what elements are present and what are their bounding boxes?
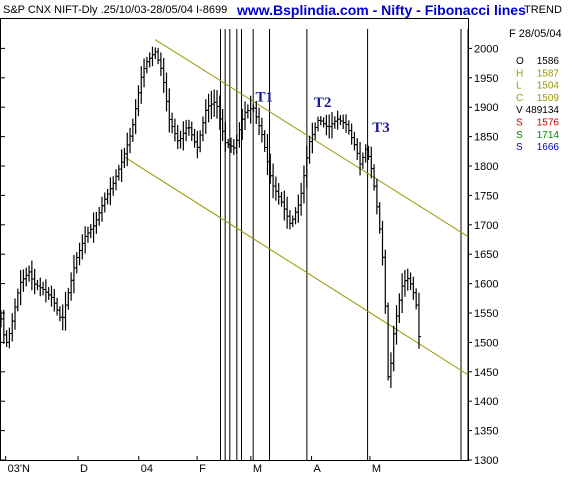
ohlc-key: S bbox=[516, 130, 523, 141]
ohlc-value: 1509 bbox=[537, 93, 560, 104]
price-bars bbox=[0, 46, 421, 388]
y-tick-label: 1950 bbox=[474, 73, 498, 85]
y-tick-label: 1400 bbox=[474, 396, 498, 408]
ohlc-value: 1587 bbox=[537, 68, 560, 79]
y-tick-label: 1600 bbox=[474, 279, 498, 291]
y-tick-label: 1300 bbox=[474, 455, 498, 467]
x-tick-label: D bbox=[80, 463, 88, 475]
annotation-t2: T2 bbox=[314, 95, 332, 111]
ohlc-key: S bbox=[516, 142, 523, 153]
x-tick-label: M bbox=[253, 463, 262, 475]
y-tick-label: 1750 bbox=[474, 190, 498, 202]
y-tick-label: 1700 bbox=[474, 220, 498, 232]
ohlc-value: 1714 bbox=[537, 130, 560, 141]
ohlc-key: V bbox=[516, 105, 523, 116]
header-right: TREND bbox=[524, 4, 562, 16]
ohlc-value: 1576 bbox=[537, 118, 560, 129]
y-tick-label: 1800 bbox=[474, 161, 498, 173]
y-axis: 1300 1350 1400 1450 1500 1550 1600 1650 1700 1750… bbox=[1, 43, 498, 467]
y-tick-label: 1900 bbox=[474, 102, 498, 114]
x-tick-label: M bbox=[372, 463, 381, 475]
y-tick-label: 1500 bbox=[474, 337, 498, 349]
sidebar-date: F 28/05/04 bbox=[509, 28, 562, 40]
site-title: www.Bsplindia.com - Nifty - Fibonacci li… bbox=[236, 2, 526, 18]
header-left: S&P CNX NIFT-Dly .25/10/03-28/05/04 I-86… bbox=[3, 4, 227, 16]
annotation-t1: T1 bbox=[256, 89, 274, 105]
y-tick-label: 1550 bbox=[474, 308, 498, 320]
x-tick-label: 03'N bbox=[8, 463, 30, 475]
ohlc-key: H bbox=[516, 68, 523, 79]
ohlc-value: 1586 bbox=[537, 56, 560, 67]
ohlc-value: 489134 bbox=[526, 105, 560, 116]
ohlc-key: O bbox=[516, 56, 524, 67]
y-tick-label: 2000 bbox=[474, 43, 498, 55]
vertical-lines bbox=[219, 29, 469, 460]
ohlc-key: S bbox=[516, 118, 523, 129]
trendlines bbox=[124, 39, 469, 376]
x-tick-label: 04 bbox=[141, 463, 153, 475]
ohlc-key: C bbox=[516, 93, 523, 104]
x-tick-label: F bbox=[199, 463, 206, 475]
lower-channel-line bbox=[124, 156, 469, 376]
x-tick-label: A bbox=[314, 463, 322, 475]
upper-channel-line bbox=[154, 39, 469, 237]
y-tick-label: 1350 bbox=[474, 426, 498, 438]
y-tick-label: 1450 bbox=[474, 367, 498, 379]
ohlc-value: 1504 bbox=[537, 81, 560, 92]
annotations: T1 T2 T3 bbox=[256, 89, 390, 136]
ohlc-key: L bbox=[516, 81, 522, 92]
x-axis: 03'N D 04 F M A M bbox=[5, 456, 381, 475]
ohlc-value: 1666 bbox=[537, 142, 560, 153]
y-tick-label: 1850 bbox=[474, 132, 498, 144]
annotation-t3: T3 bbox=[372, 120, 390, 136]
y-tick-label: 1650 bbox=[474, 249, 498, 261]
